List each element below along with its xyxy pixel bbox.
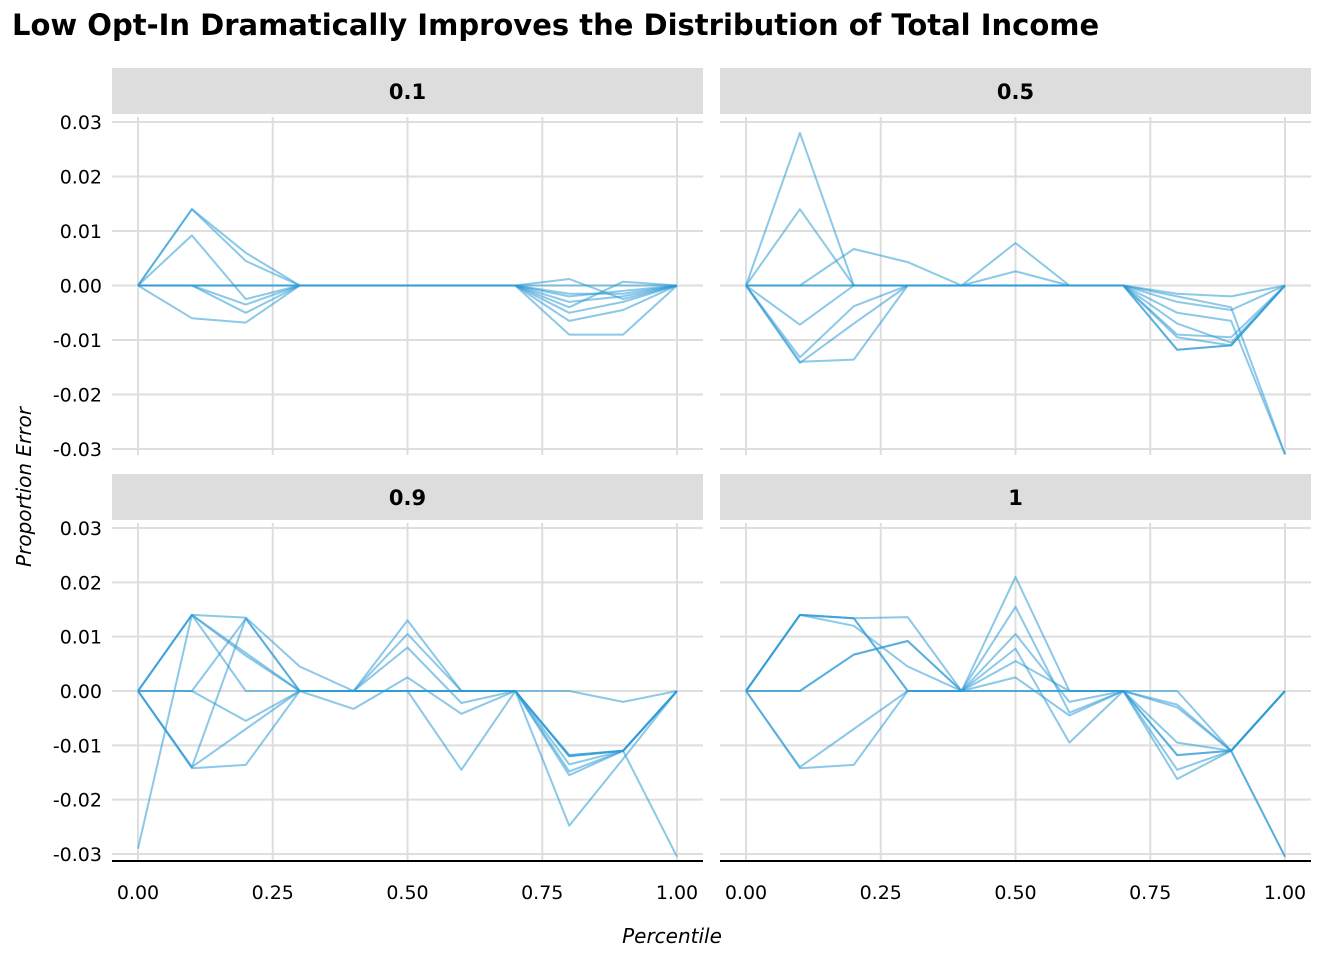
y-tick-label: -0.01 — [53, 735, 102, 757]
y-tick-label: -0.02 — [53, 385, 102, 407]
y-tick-label: -0.03 — [53, 844, 102, 866]
x-tick-label: 0.75 — [521, 882, 563, 904]
chart-title: Low Opt-In Dramatically Improves the Dis… — [12, 8, 1100, 42]
series-line — [137, 613, 678, 758]
facet-strip-label: 0.1 — [389, 80, 426, 104]
x-tick-label: 0.00 — [725, 882, 767, 904]
series-line — [746, 284, 1286, 351]
series-line — [137, 613, 678, 849]
y-tick-label: 0.01 — [60, 627, 102, 649]
y-tick-label: 0.02 — [60, 572, 102, 594]
series-line — [745, 242, 1286, 344]
series-line — [745, 660, 1286, 770]
x-tick-label: 0.50 — [386, 882, 428, 904]
facet-strip-label: 0.9 — [389, 486, 426, 510]
y-tick-label: -0.02 — [53, 790, 102, 812]
y-tick-label: 0.03 — [60, 112, 102, 134]
facet-strip-label: 0.5 — [997, 80, 1034, 104]
x-tick-label: 0.75 — [1129, 882, 1171, 904]
x-tick-label: 0.25 — [252, 882, 294, 904]
facet-strip — [720, 68, 1311, 114]
y-tick-label: 0.02 — [60, 167, 102, 189]
facet-strip-label: 1 — [1008, 486, 1023, 510]
series-line — [745, 676, 1286, 769]
series-line — [746, 640, 1286, 752]
y-tick-label: 0.00 — [60, 276, 102, 298]
x-tick-label: 0.25 — [860, 882, 902, 904]
y-tick-label: -0.01 — [53, 330, 102, 352]
x-tick-label: 1.00 — [656, 882, 698, 904]
x-tick-label: 0.50 — [994, 882, 1036, 904]
facet-strip — [720, 474, 1311, 520]
facet-strip — [112, 68, 703, 114]
y-tick-label: 0.01 — [60, 221, 102, 243]
y-tick-label: -0.03 — [53, 439, 102, 461]
series-line — [745, 605, 1286, 771]
y-tick-label: 0.03 — [60, 518, 102, 540]
series-line — [746, 248, 1286, 455]
x-tick-label: 0.00 — [117, 882, 159, 904]
x-tick-label: 1.00 — [1264, 882, 1306, 904]
x-axis-title: Percentile — [622, 924, 722, 948]
y-tick-label: 0.00 — [60, 681, 102, 703]
facet-strip — [112, 474, 703, 520]
